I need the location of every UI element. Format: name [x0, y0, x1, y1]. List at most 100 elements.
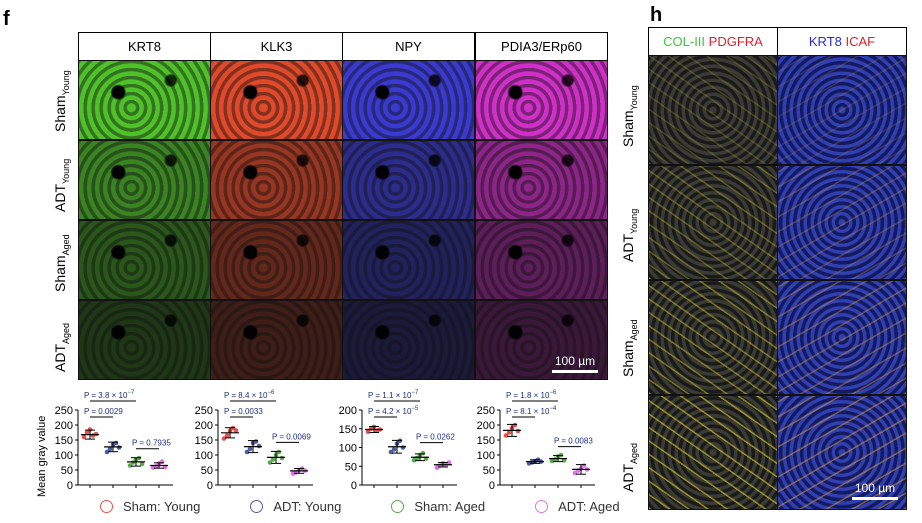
- p-value-label: P = 1.8 × 10−6: [506, 390, 557, 400]
- p-value-text: P = 0.7935: [132, 439, 171, 448]
- y-tick-label: 100: [195, 450, 213, 462]
- microscopy-image: [78, 300, 211, 380]
- data-point: [400, 445, 406, 450]
- data-point: [87, 427, 93, 432]
- microscopy-image: [78, 60, 211, 140]
- y-tick-label: 200: [339, 405, 357, 417]
- p-value-text: P = 0.0033: [224, 407, 263, 416]
- y-tick-label: 250: [195, 405, 213, 417]
- scale-bar-label: 100 µm: [854, 481, 896, 495]
- data-point: [244, 449, 250, 455]
- row-label-base: Sham: [620, 340, 636, 377]
- y-tick-label: 50: [61, 465, 73, 477]
- scale-bar-label: 100 µm: [554, 354, 596, 368]
- p-value-text: P = 0.0069: [272, 432, 311, 441]
- data-point: [253, 439, 259, 444]
- legend-item: ADT: Young: [250, 499, 341, 514]
- y-tick-label: 250: [55, 405, 73, 417]
- microscopy-image: [342, 140, 475, 220]
- data-point: [107, 446, 113, 452]
- legend-circle-icon: [535, 500, 549, 513]
- y-tick-label: 150: [339, 424, 357, 436]
- data-point: [127, 463, 133, 468]
- scale-bar-f: 100 µm: [552, 354, 598, 373]
- legend-label: ADT: Aged: [558, 499, 620, 514]
- data-point: [420, 450, 426, 456]
- data-point: [558, 452, 564, 458]
- legend-label: Sham: Young: [123, 499, 201, 514]
- p-value-text: P = 8.1 × 10: [506, 407, 550, 416]
- data-point: [247, 446, 253, 452]
- p-value-text: P = 3.8 × 10: [84, 391, 128, 400]
- microscopy-image: [475, 300, 608, 380]
- microscopy-image: [342, 60, 475, 140]
- row-label: ShamAged: [52, 234, 71, 292]
- data-point: [512, 422, 518, 428]
- y-tick-label: 200: [195, 420, 213, 432]
- microscopy-image: [342, 220, 475, 300]
- chart: 0 50 100 150 200 250 P = 1.8 × 10−6 P = 8.1 × 1…: [477, 390, 595, 492]
- p-value-exponent: −4: [549, 406, 557, 412]
- panel-f-label: f: [3, 8, 10, 30]
- data-point: [270, 457, 276, 462]
- column-header: KRT8 ICAF: [777, 27, 907, 56]
- row-label-sub: Young: [60, 70, 71, 96]
- microscopy-image: [777, 280, 907, 395]
- microscopy-image: [475, 140, 608, 220]
- row-label: ADTYoung: [52, 159, 71, 212]
- column-header: KRT8: [78, 32, 211, 61]
- column-header-part: COL-III: [663, 34, 706, 49]
- p-value-text: P = 8.4 × 10: [224, 391, 268, 400]
- legend-item: Sham: Young: [100, 499, 200, 514]
- row-label-sub: Young: [60, 158, 71, 184]
- p-value-label: P = 1.1 × 10−7: [368, 390, 419, 400]
- p-value-exponent: −7: [127, 390, 135, 396]
- y-tick-label: 150: [195, 435, 213, 447]
- microscopy-image: [210, 140, 343, 220]
- p-value-text: P = 0.0262: [416, 433, 455, 442]
- y-tick-label: 0: [351, 480, 357, 492]
- column-header: PDIA3/ERp60: [475, 32, 608, 61]
- microscopy-image: [648, 165, 778, 280]
- row-label-base: ADT: [52, 184, 68, 212]
- p-value-label: P = 0.0069: [272, 432, 311, 441]
- p-value-label: P = 4.2 × 10−5: [368, 406, 419, 416]
- panel-h-label: h: [650, 4, 663, 26]
- row-label-sub: Aged: [60, 322, 71, 344]
- chart: 0 50 100 150 200 250 P = 3.8 × 10−7 P = 0.0029 P…: [55, 390, 173, 492]
- p-value-text: P = 4.2 × 10: [368, 407, 412, 416]
- microscopy-image: [210, 220, 343, 300]
- data-point: [81, 434, 87, 440]
- p-value-label: P = 0.0029: [84, 407, 123, 416]
- y-tick-label: 200: [477, 420, 495, 432]
- p-value-exponent: −6: [267, 390, 275, 396]
- microscopy-image: [78, 140, 211, 220]
- y-tick-label: 150: [477, 435, 495, 447]
- chart: 0 50 100 150 200 250 P = 8.4 × 10−6 P = 0.0033 P…: [195, 390, 313, 492]
- data-point: [276, 449, 282, 455]
- p-value-label: P = 0.0083: [554, 437, 593, 446]
- microscopy-image: [777, 395, 907, 510]
- p-value-exponent: −5: [411, 406, 419, 412]
- p-value-label: P = 0.0262: [416, 433, 455, 442]
- row-label-sub: Aged: [60, 234, 71, 256]
- column-header-part: ICAF: [841, 34, 876, 49]
- y-tick-label: 250: [477, 405, 495, 417]
- microscopy-image: [648, 395, 778, 510]
- microscopy-image: [475, 220, 608, 300]
- legend-label: Sham: Aged: [414, 499, 486, 514]
- p-value-exponent: −7: [411, 390, 419, 396]
- row-label-base: ADT: [620, 234, 636, 262]
- data-point: [113, 440, 119, 446]
- data-point: [233, 428, 239, 433]
- microscopy-image: [777, 165, 907, 280]
- microscopy-image: [210, 300, 343, 380]
- y-tick-label: 150: [55, 435, 73, 447]
- column-header-part: PDGFRA: [705, 34, 763, 49]
- data-point: [391, 447, 397, 452]
- legend-item: Sham: Aged: [391, 499, 485, 514]
- row-label: ADTYoung: [620, 209, 639, 262]
- microscopy-image: [475, 60, 608, 140]
